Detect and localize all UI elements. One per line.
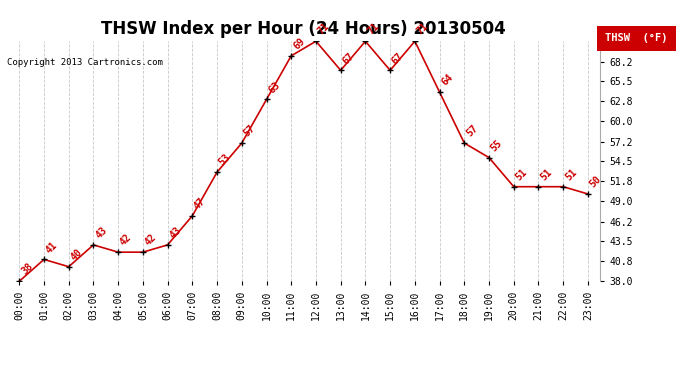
Text: 40: 40 xyxy=(69,247,84,262)
Text: THSW  (°F): THSW (°F) xyxy=(605,33,668,44)
Text: 42: 42 xyxy=(118,232,134,248)
Text: 50: 50 xyxy=(588,174,603,190)
Text: 63: 63 xyxy=(266,80,282,95)
Title: THSW Index per Hour (24 Hours) 20130504: THSW Index per Hour (24 Hours) 20130504 xyxy=(101,20,506,38)
Text: 43: 43 xyxy=(168,225,183,240)
Text: 53: 53 xyxy=(217,152,233,168)
Text: 51: 51 xyxy=(538,167,554,182)
Text: 71: 71 xyxy=(316,21,331,37)
Text: 42: 42 xyxy=(143,232,158,248)
Text: 57: 57 xyxy=(464,123,480,139)
Text: Copyright 2013 Cartronics.com: Copyright 2013 Cartronics.com xyxy=(7,58,163,67)
Text: 51: 51 xyxy=(514,167,529,182)
Text: 69: 69 xyxy=(291,36,306,51)
Text: 57: 57 xyxy=(241,123,257,139)
Text: 64: 64 xyxy=(440,72,455,88)
Text: 41: 41 xyxy=(44,240,59,255)
Text: 55: 55 xyxy=(489,138,504,153)
Text: 67: 67 xyxy=(341,51,356,66)
Text: 38: 38 xyxy=(19,261,34,277)
Text: 43: 43 xyxy=(93,225,109,240)
Text: 47: 47 xyxy=(193,196,208,211)
Text: 71: 71 xyxy=(366,21,381,37)
Text: 67: 67 xyxy=(390,51,406,66)
Text: 71: 71 xyxy=(415,21,431,37)
Text: 51: 51 xyxy=(563,167,579,182)
